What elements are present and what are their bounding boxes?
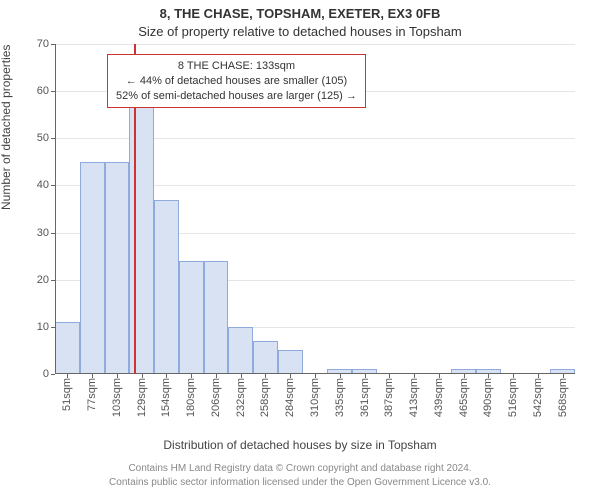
histogram-bar: [228, 327, 253, 374]
histogram-bar: [204, 261, 229, 374]
x-tick-label: 258sqm: [259, 374, 271, 417]
page-title: 8, THE CHASE, TOPSHAM, EXETER, EX3 0FB: [0, 6, 600, 21]
page-subtitle: Size of property relative to detached ho…: [0, 24, 600, 39]
histogram-bar: [179, 261, 204, 374]
y-tick-label: 60: [37, 85, 55, 97]
histogram-bar: [253, 341, 278, 374]
y-tick-label: 70: [37, 38, 55, 50]
x-tick-label: 129sqm: [136, 374, 148, 417]
x-tick-label: 465sqm: [458, 374, 470, 417]
chart-area: 01020304050607051sqm77sqm103sqm129sqm154…: [55, 44, 575, 374]
annotation-line: ← 44% of detached houses are smaller (10…: [116, 74, 357, 89]
x-tick-label: 361sqm: [359, 374, 371, 417]
histogram-bar: [105, 162, 130, 374]
x-tick-label: 490sqm: [482, 374, 494, 417]
histogram-bar: [278, 350, 303, 374]
x-tick-label: 180sqm: [185, 374, 197, 417]
x-tick-label: 542sqm: [532, 374, 544, 417]
y-axis-label: Number of detached properties: [0, 45, 13, 210]
histogram-bar: [55, 322, 80, 374]
annotation-line: 8 THE CHASE: 133sqm: [116, 59, 357, 74]
x-tick-label: 77sqm: [86, 374, 98, 411]
x-tick-label: 310sqm: [309, 374, 321, 417]
x-tick-label: 387sqm: [383, 374, 395, 417]
x-axis: [55, 373, 575, 374]
footer-line-1: Contains HM Land Registry data © Crown c…: [0, 462, 600, 475]
x-tick-label: 51sqm: [61, 374, 73, 411]
x-tick-label: 232sqm: [235, 374, 247, 417]
x-axis-label: Distribution of detached houses by size …: [0, 438, 600, 452]
footer-line-2: Contains public sector information licen…: [0, 476, 600, 489]
grid-line: [55, 44, 575, 45]
y-axis: [55, 44, 56, 374]
annotation-box: 8 THE CHASE: 133sqm← 44% of detached hou…: [107, 54, 366, 109]
histogram-bar: [154, 200, 179, 374]
x-tick-label: 413sqm: [408, 374, 420, 417]
x-tick-label: 568sqm: [557, 374, 569, 417]
histogram-bar: [129, 101, 154, 374]
y-tick-label: 50: [37, 132, 55, 144]
y-tick-label: 20: [37, 274, 55, 286]
y-tick-label: 0: [43, 368, 55, 380]
y-tick-label: 40: [37, 179, 55, 191]
x-tick-label: 516sqm: [507, 374, 519, 417]
x-tick-label: 103sqm: [111, 374, 123, 417]
x-tick-label: 206sqm: [210, 374, 222, 417]
x-tick-label: 439sqm: [433, 374, 445, 417]
y-tick-label: 30: [37, 227, 55, 239]
x-tick-label: 335sqm: [334, 374, 346, 417]
x-tick-label: 284sqm: [284, 374, 296, 417]
histogram-bar: [80, 162, 105, 374]
y-tick-label: 10: [37, 321, 55, 333]
x-tick-label: 154sqm: [160, 374, 172, 417]
annotation-line: 52% of semi-detached houses are larger (…: [116, 89, 357, 104]
